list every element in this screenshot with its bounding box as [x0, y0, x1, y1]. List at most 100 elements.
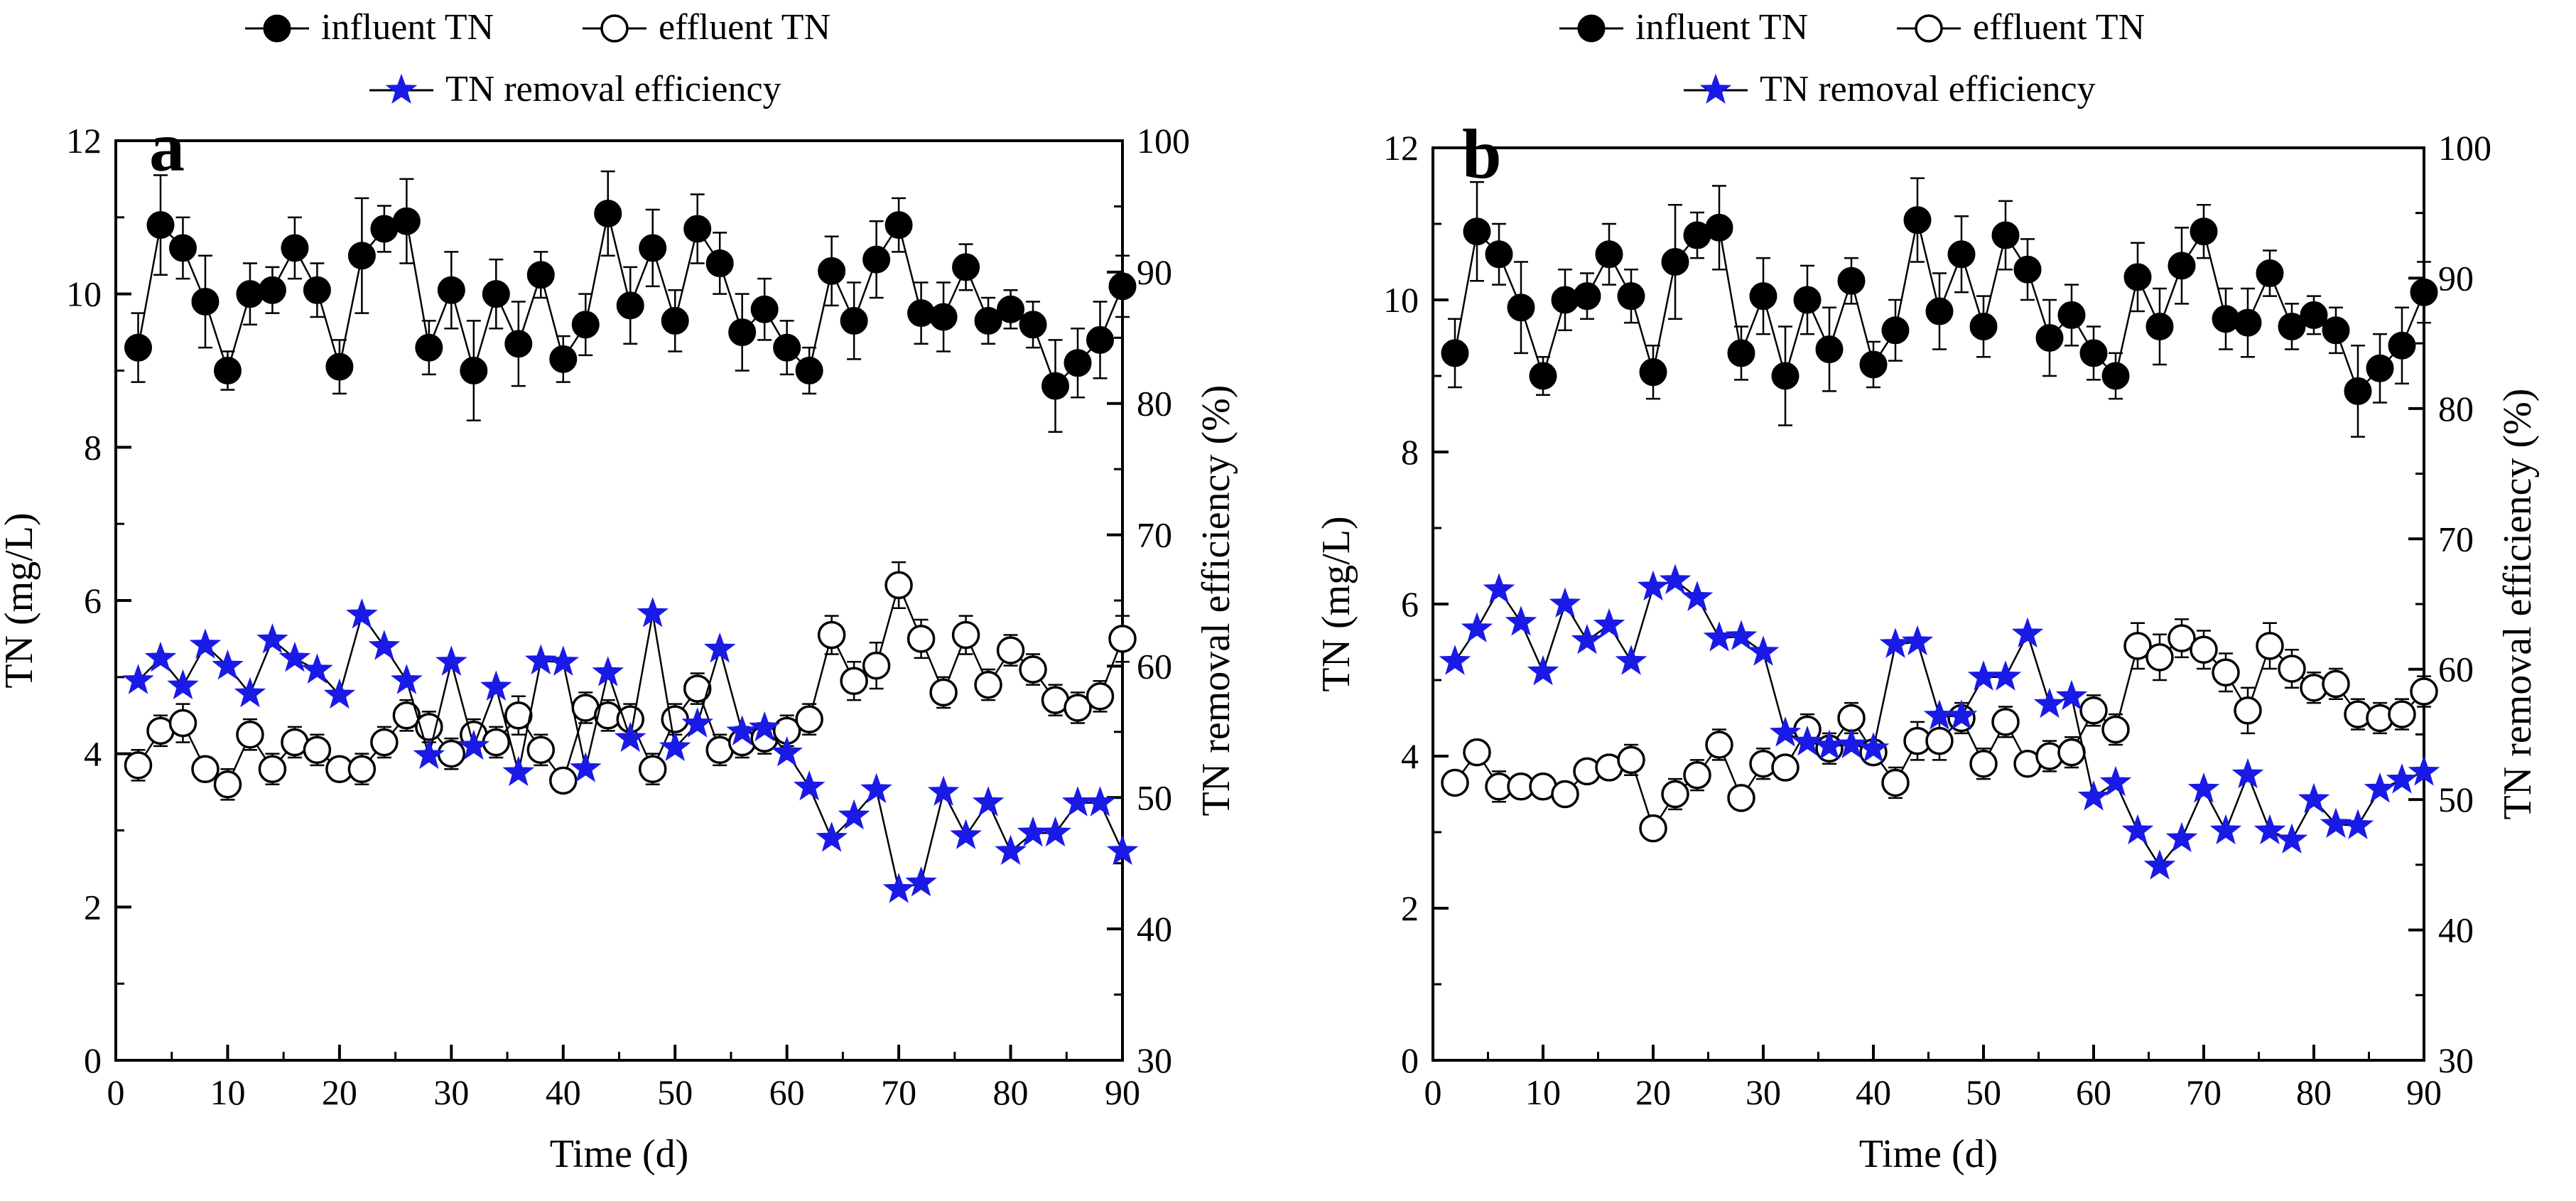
data-point	[368, 630, 401, 660]
data-point	[1791, 725, 1824, 756]
data-point	[2298, 782, 2330, 814]
y-right-axis-title: TN removal efficiency (%)	[1194, 385, 1238, 817]
x-tick-label: 20	[322, 1072, 357, 1112]
y-left-tick-label: 12	[66, 121, 102, 161]
data-point	[661, 306, 689, 335]
y-left-tick-label: 0	[1401, 1040, 1419, 1080]
data-point	[2121, 814, 2154, 845]
data-point	[614, 721, 646, 753]
legend-marker-effluent	[1915, 14, 1943, 43]
data-point	[301, 653, 333, 684]
x-tick-label: 70	[881, 1072, 916, 1112]
series-star	[1439, 564, 2440, 880]
data-point	[2190, 217, 2218, 246]
data-point	[526, 261, 555, 289]
data-point	[2410, 677, 2438, 706]
data-point	[549, 345, 578, 373]
data-point	[592, 656, 624, 686]
data-point	[1039, 816, 1071, 847]
data-point	[974, 670, 1002, 699]
y-right-tick-label: 80	[2438, 389, 2474, 429]
data-point	[2099, 765, 2132, 797]
data-point	[346, 598, 378, 629]
data-point	[1837, 704, 1866, 733]
data-point	[840, 306, 868, 335]
data-point	[1747, 635, 1780, 666]
data-point	[659, 731, 691, 762]
data-point	[1639, 358, 1667, 387]
data-point	[549, 766, 578, 795]
data-point	[927, 775, 960, 806]
x-tick-label: 40	[546, 1072, 581, 1112]
data-point	[2187, 772, 2220, 803]
y-left-tick-label: 10	[66, 274, 102, 314]
data-point	[1064, 349, 1092, 377]
data-point	[1969, 749, 1998, 778]
data-point	[1857, 732, 1890, 763]
data-point	[303, 276, 331, 304]
data-point	[1084, 786, 1116, 817]
legend-label-efficiency: TN removal efficiency	[1760, 69, 2096, 109]
data-point	[793, 770, 826, 801]
series-filled-circle	[1441, 177, 2438, 438]
data-point	[637, 597, 669, 628]
x-tick-label: 60	[769, 1072, 805, 1112]
data-point	[168, 234, 197, 262]
y-left-tick-label: 4	[1401, 736, 1419, 776]
y-right-tick-label: 40	[2438, 910, 2474, 950]
data-point	[2190, 635, 2218, 664]
data-point	[569, 752, 602, 782]
data-point	[2408, 755, 2440, 786]
data-point	[1661, 780, 1689, 809]
data-point	[391, 664, 423, 694]
data-point	[2386, 763, 2418, 794]
data-point	[950, 819, 982, 849]
data-point	[1659, 564, 1692, 594]
data-point	[1705, 213, 1733, 242]
data-point	[838, 799, 870, 830]
data-point	[1681, 581, 1714, 611]
data-point	[972, 786, 1005, 817]
data-point	[1529, 362, 1557, 390]
data-point	[905, 866, 937, 897]
y-right-tick-label: 90	[1137, 252, 1172, 292]
data-point	[795, 357, 823, 384]
x-tick-label: 80	[993, 1072, 1029, 1112]
data-point	[1463, 738, 1491, 767]
data-point	[413, 738, 445, 770]
data-point	[2123, 632, 2152, 660]
y-right-tick-label: 100	[1137, 121, 1190, 161]
data-point	[1815, 335, 1844, 364]
data-point	[1637, 570, 1669, 601]
data-point	[1771, 753, 1800, 782]
x-tick-label: 90	[2406, 1072, 2442, 1112]
data-point	[884, 571, 913, 600]
data-point	[325, 352, 354, 381]
y-left-tick-label: 10	[1383, 280, 1419, 320]
data-point	[882, 873, 915, 903]
data-point	[2364, 772, 2396, 803]
legend-marker-efficiency	[385, 73, 418, 104]
data-point	[929, 303, 958, 331]
data-point	[258, 276, 286, 304]
data-point	[2231, 758, 2264, 789]
data-point	[2234, 696, 2262, 725]
data-point	[2101, 362, 2130, 390]
data-point	[1881, 316, 1910, 345]
data-point	[1661, 248, 1689, 276]
data-point	[705, 249, 734, 278]
data-point	[2256, 632, 2284, 660]
data-point	[1617, 282, 1645, 311]
data-point	[2077, 780, 2110, 811]
data-point	[256, 623, 288, 654]
data-point	[594, 199, 622, 227]
y-right-tick-label: 80	[1137, 384, 1172, 424]
data-point	[303, 736, 332, 765]
data-point	[2320, 807, 2352, 838]
data-point	[2322, 316, 2350, 345]
data-point	[817, 620, 846, 650]
data-point	[750, 295, 779, 323]
data-point	[1061, 786, 1094, 817]
data-point	[258, 755, 287, 783]
